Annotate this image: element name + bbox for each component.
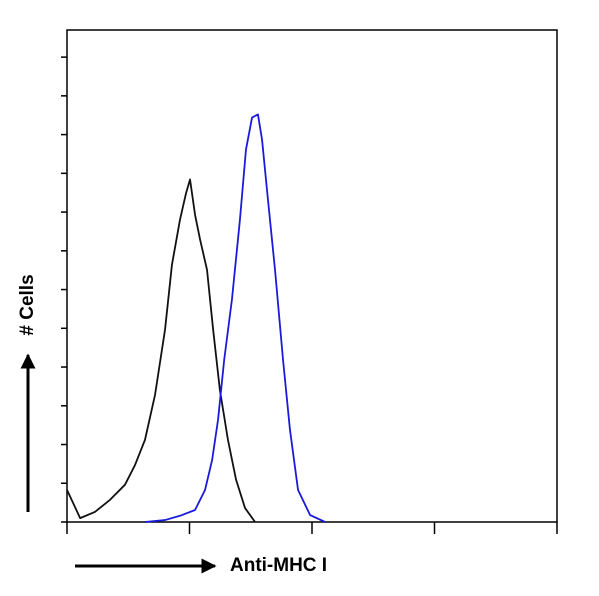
x-axis-label: Anti-MHC I xyxy=(230,555,327,576)
plot-frame xyxy=(66,29,558,523)
histogram-line xyxy=(144,113,326,523)
y-axis-label: # Cells xyxy=(17,274,38,335)
histogram-line xyxy=(66,178,256,523)
